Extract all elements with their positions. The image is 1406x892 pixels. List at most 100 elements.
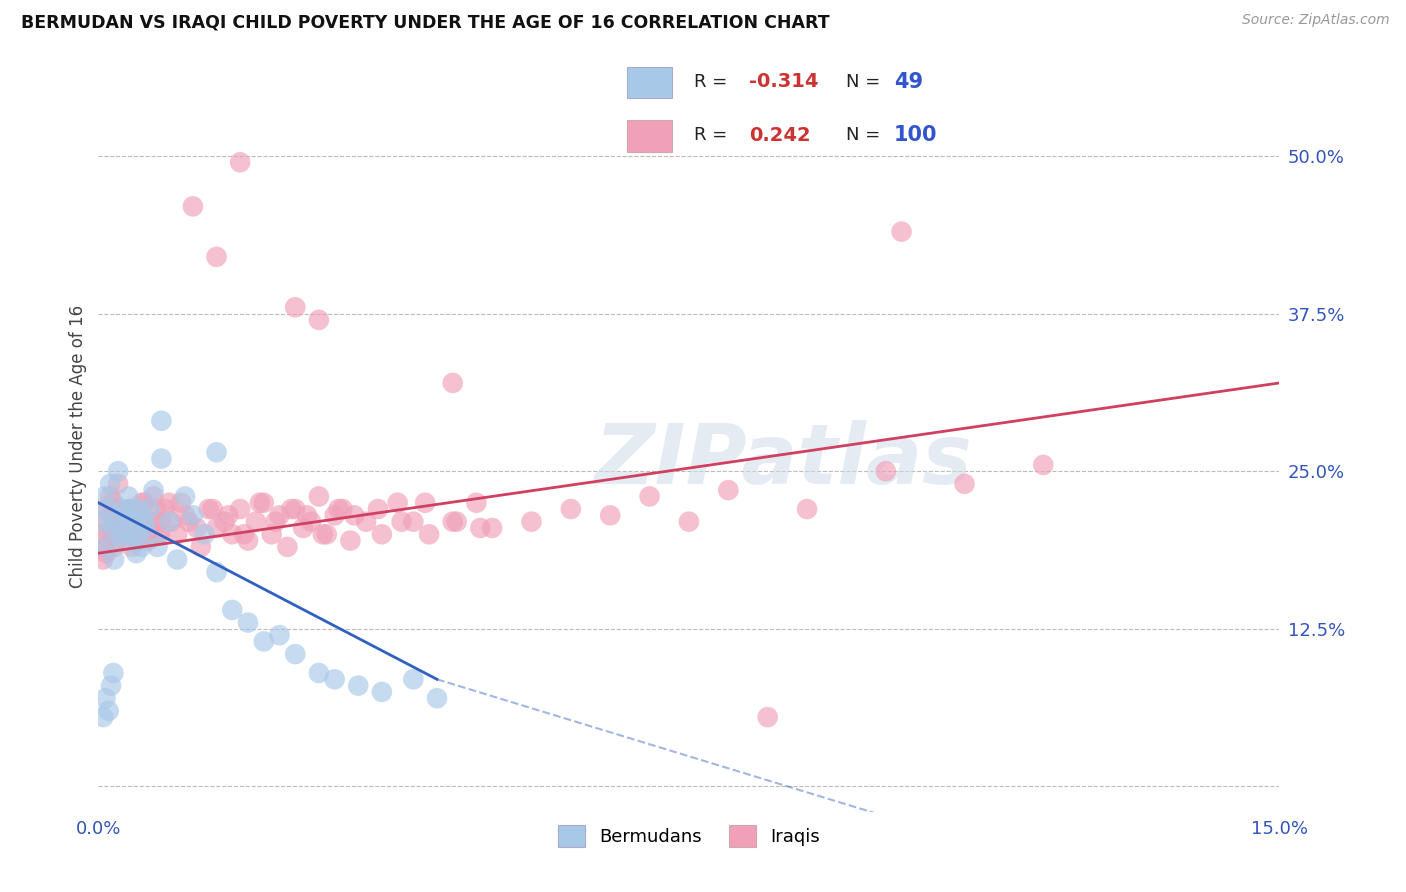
Legend: Bermudans, Iraqis: Bermudans, Iraqis <box>551 817 827 854</box>
Point <box>132 496 155 510</box>
Point <box>145 502 167 516</box>
Point <box>295 508 318 523</box>
Point <box>402 673 425 687</box>
Point <box>201 502 224 516</box>
Point <box>343 508 366 523</box>
Point <box>125 546 148 560</box>
Point <box>146 540 169 554</box>
Point <box>150 451 173 466</box>
Point <box>135 527 157 541</box>
Point <box>221 527 243 541</box>
Point <box>284 502 307 516</box>
Point <box>107 464 129 478</box>
Point <box>103 665 125 680</box>
Point <box>174 508 197 523</box>
Point <box>107 476 129 491</box>
Point <box>138 515 160 529</box>
Point <box>299 515 322 529</box>
Point <box>174 490 197 504</box>
Point <box>678 515 700 529</box>
Point <box>96 540 118 554</box>
Point <box>91 527 114 541</box>
Point <box>717 483 740 497</box>
Point <box>253 634 276 648</box>
Point <box>446 515 468 529</box>
Text: N =: N = <box>846 127 886 145</box>
Point <box>101 527 124 541</box>
FancyBboxPatch shape <box>627 67 672 98</box>
Point <box>233 527 256 541</box>
Point <box>105 533 128 548</box>
Point <box>111 508 134 523</box>
Point <box>308 490 330 504</box>
Point <box>115 527 138 541</box>
Point <box>229 502 252 516</box>
Text: R =: R = <box>695 73 734 91</box>
Point <box>155 502 177 516</box>
Point <box>347 679 370 693</box>
Point <box>284 300 307 314</box>
Point <box>166 527 188 541</box>
Point <box>100 679 122 693</box>
Point <box>249 496 271 510</box>
Point <box>110 527 132 541</box>
Point <box>129 527 152 541</box>
Point <box>110 521 132 535</box>
Point <box>371 527 394 541</box>
Point <box>426 691 449 706</box>
Point <box>292 521 315 535</box>
Point <box>97 704 120 718</box>
Point <box>157 515 180 529</box>
Point <box>93 502 115 516</box>
Point <box>890 225 912 239</box>
Point <box>122 515 145 529</box>
Point <box>205 565 228 579</box>
Point <box>101 521 124 535</box>
Point <box>94 540 117 554</box>
Point <box>127 533 149 548</box>
Y-axis label: Child Poverty Under the Age of 16: Child Poverty Under the Age of 16 <box>69 304 87 588</box>
Point <box>128 502 150 516</box>
Point <box>91 552 114 566</box>
Point <box>142 490 165 504</box>
Point <box>465 496 488 510</box>
Point <box>177 515 200 529</box>
Point <box>104 515 127 529</box>
Point <box>115 508 138 523</box>
Point <box>149 527 172 541</box>
Point <box>141 515 163 529</box>
Point <box>229 155 252 169</box>
Point <box>150 515 173 529</box>
Point <box>418 527 440 541</box>
Point <box>186 521 208 535</box>
Point <box>312 527 335 541</box>
Point <box>142 483 165 497</box>
Point <box>441 515 464 529</box>
Point <box>136 533 159 548</box>
Point <box>269 628 291 642</box>
Point <box>371 685 394 699</box>
Point <box>308 665 330 680</box>
Point <box>104 502 127 516</box>
Point <box>332 502 354 516</box>
Point <box>367 502 389 516</box>
Point <box>91 515 114 529</box>
Point <box>269 508 291 523</box>
Point <box>97 515 120 529</box>
Point <box>160 515 183 529</box>
Point <box>197 502 219 516</box>
Text: -0.314: -0.314 <box>749 72 818 92</box>
Point <box>166 552 188 566</box>
Point <box>236 533 259 548</box>
Point <box>111 502 134 516</box>
Point <box>339 533 361 548</box>
Point <box>91 710 114 724</box>
Point <box>146 527 169 541</box>
Point <box>121 540 143 554</box>
Point <box>520 515 543 529</box>
Point <box>96 546 118 560</box>
Point <box>391 515 413 529</box>
Point <box>112 533 135 548</box>
Point <box>217 508 239 523</box>
Point <box>276 540 298 554</box>
